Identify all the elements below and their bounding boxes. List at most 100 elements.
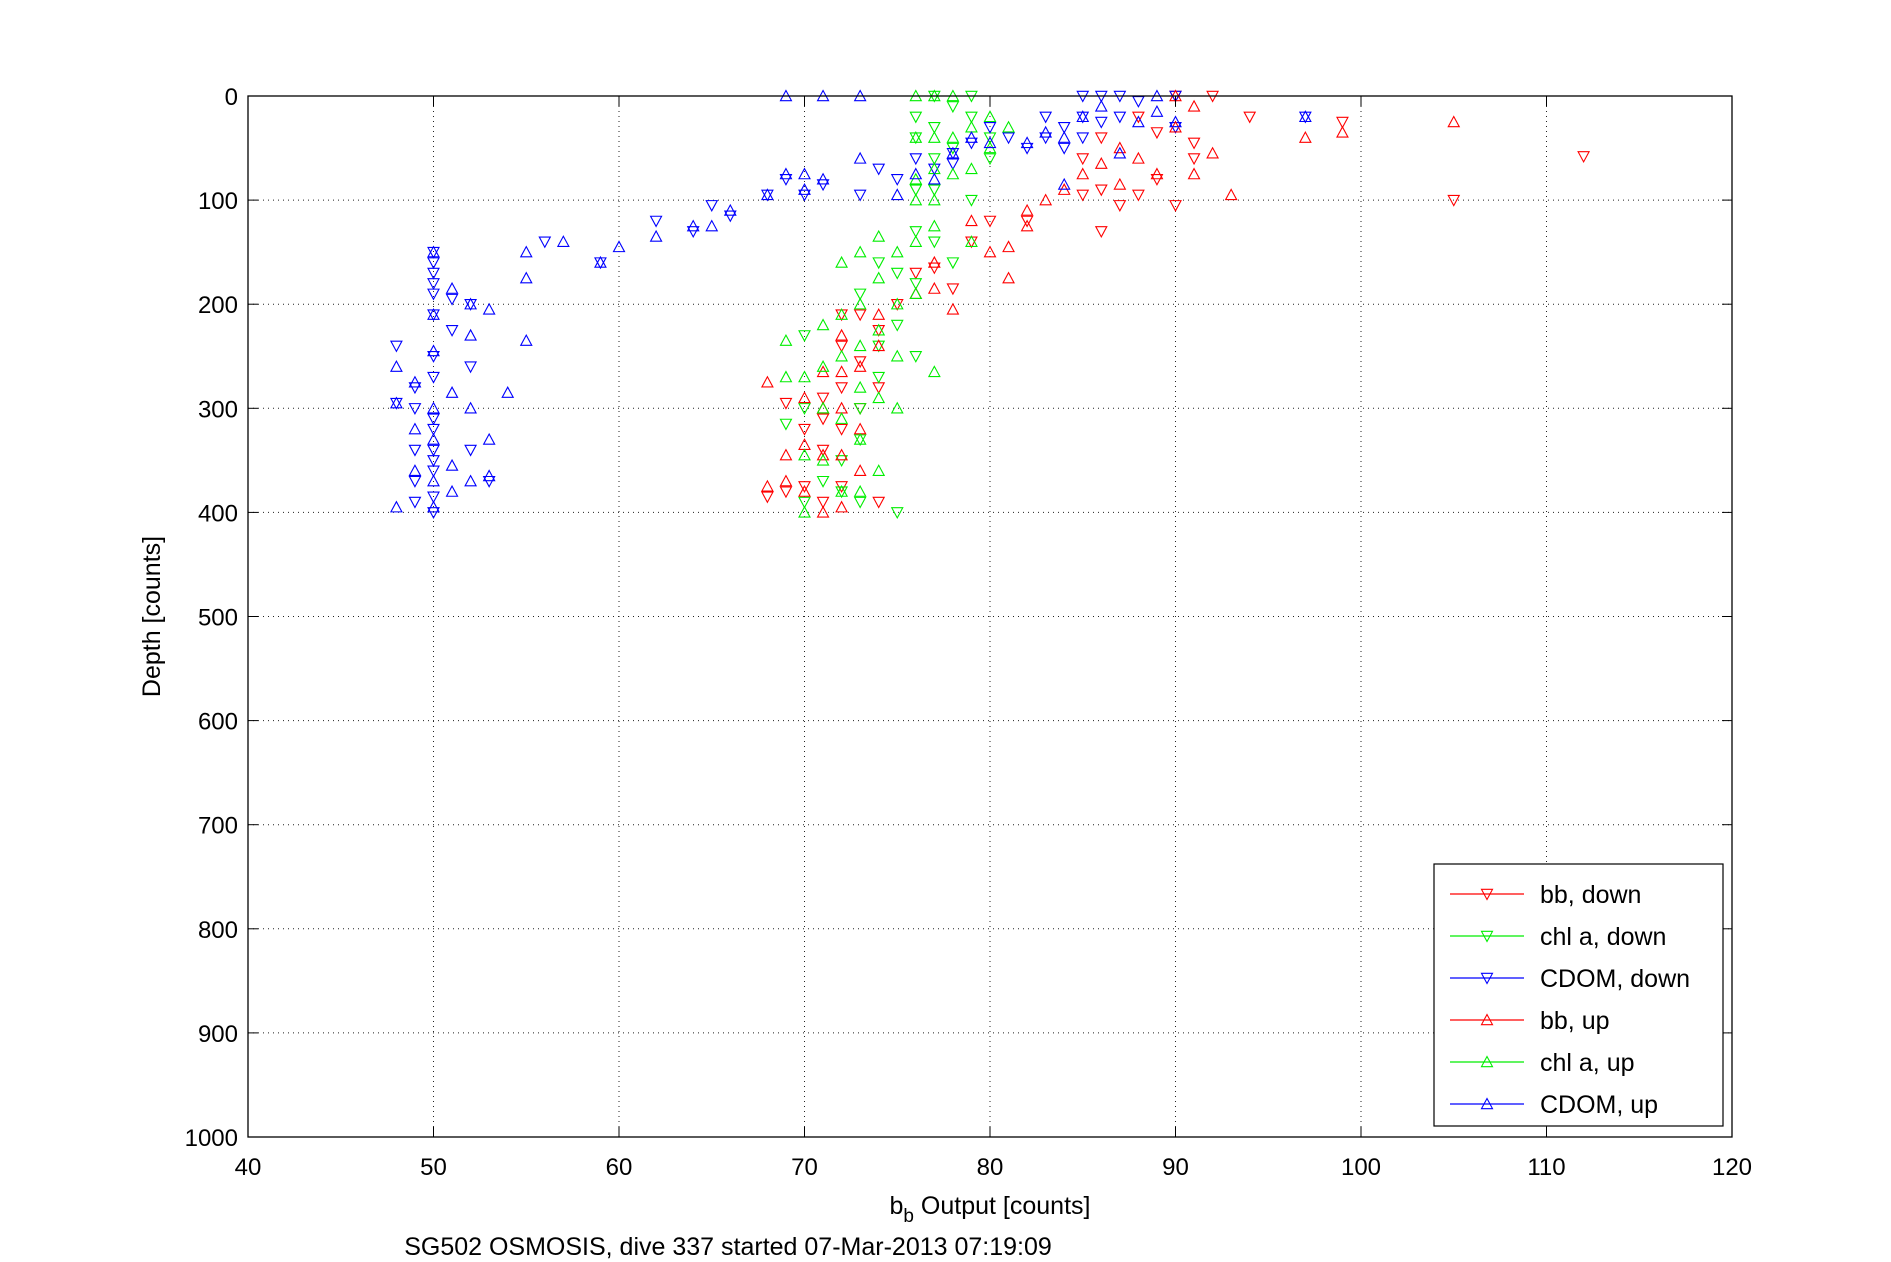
data-point: [427, 444, 440, 457]
data-point: [816, 392, 830, 405]
data-point: [816, 496, 830, 509]
data-point: [798, 496, 811, 509]
y-tick-label: 1000: [185, 1125, 238, 1152]
data-point: [909, 167, 923, 180]
data-point: [760, 479, 774, 492]
data-point: [408, 375, 422, 388]
data-point: [408, 464, 422, 476]
data-point: [482, 302, 496, 315]
data-point: [464, 474, 478, 487]
figure-caption: SG502 OSMOSIS, dive 337 started 07-Mar-2…: [404, 1233, 1052, 1261]
y-tick-label: 400: [198, 500, 238, 527]
data-point: [556, 235, 570, 247]
data-point: [501, 386, 515, 398]
data-point: [612, 240, 626, 253]
legend-marker: [1480, 1097, 1494, 1110]
data-point: [1336, 125, 1349, 138]
x-axis-label-main: b: [890, 1192, 904, 1220]
data-point: [1076, 110, 1090, 123]
legend: bb, down chl a, down CDOM, down bb, up chl a…: [1433, 863, 1724, 1127]
data-point: [798, 448, 811, 461]
data-point: [927, 122, 941, 134]
data-point: [1169, 115, 1182, 128]
data-point: [1076, 132, 1090, 145]
data-point: [1298, 110, 1312, 123]
x-axis-label-rest: Output [counts]: [914, 1192, 1091, 1220]
data-point: [427, 491, 440, 504]
data-point: [1020, 215, 1034, 228]
data-point: [927, 172, 941, 185]
data-point: [872, 371, 886, 384]
data-point: [1020, 219, 1034, 232]
data-point: [519, 271, 533, 284]
data-point: [427, 257, 440, 270]
data-point: [445, 281, 459, 294]
data-point: [835, 423, 849, 436]
data-point: [872, 307, 886, 320]
data-point: [1298, 130, 1312, 143]
data-point: [1113, 146, 1127, 159]
data-point: [1002, 120, 1015, 133]
data-point: [965, 137, 978, 150]
data-point: [1002, 240, 1015, 253]
legend-entry: bb, up: [1450, 1007, 1610, 1035]
data-point: [1057, 177, 1071, 190]
data-point: [705, 200, 719, 212]
data-point: [427, 507, 440, 520]
x-tick-label: 40: [235, 1154, 262, 1181]
data-point: [983, 153, 997, 166]
x-tick-label: 70: [791, 1154, 818, 1181]
data-point: [427, 423, 440, 436]
data-point: [965, 162, 978, 175]
data-point: [965, 235, 978, 247]
data-point: [760, 375, 774, 388]
legend-entry: CDOM, up: [1450, 1091, 1658, 1119]
data-point: [927, 255, 941, 268]
data-point: [946, 158, 960, 171]
data-point: [1150, 167, 1164, 180]
data-point: [872, 323, 886, 336]
data-point: [965, 214, 978, 227]
data-point: [1094, 116, 1108, 129]
data-point: [890, 349, 904, 362]
data-point: [927, 153, 941, 166]
data-point: [853, 403, 867, 415]
data-point: [1187, 153, 1201, 166]
legend-label: chl a, up: [1540, 1049, 1635, 1077]
data-point: [1094, 132, 1108, 145]
data-point: [909, 267, 923, 280]
data-point: [1002, 132, 1015, 145]
data-point: [686, 219, 700, 232]
data-point: [427, 474, 440, 487]
data-point: [927, 262, 941, 275]
y-tick-label: 0: [225, 84, 238, 111]
data-point: [927, 130, 941, 143]
data-point: [1169, 200, 1182, 212]
data-point: [464, 444, 478, 457]
data-point: [389, 360, 403, 372]
data-point: [872, 339, 886, 352]
data-point: [853, 339, 867, 352]
data-point: [779, 448, 793, 461]
data-point: [798, 189, 811, 202]
data-point: [1020, 203, 1034, 216]
data-point: [649, 229, 663, 242]
legend-entry: chl a, up: [1450, 1049, 1635, 1077]
data-point: [798, 391, 811, 404]
data-point: [798, 505, 811, 518]
data-point: [427, 288, 440, 301]
legend-entry: chl a, down: [1450, 923, 1666, 951]
data-point: [890, 188, 904, 201]
data-point: [464, 297, 478, 310]
data-point: [890, 401, 904, 414]
data-point: [835, 382, 849, 395]
data-point: [1057, 142, 1071, 155]
data-point: [779, 174, 793, 186]
legend-box: [1433, 863, 1724, 1127]
data-point: [946, 146, 960, 159]
data-point: [427, 500, 440, 513]
legend-marker: [1480, 972, 1494, 985]
data-point: [779, 167, 793, 180]
data-point: [983, 245, 997, 258]
data-point: [723, 210, 737, 223]
